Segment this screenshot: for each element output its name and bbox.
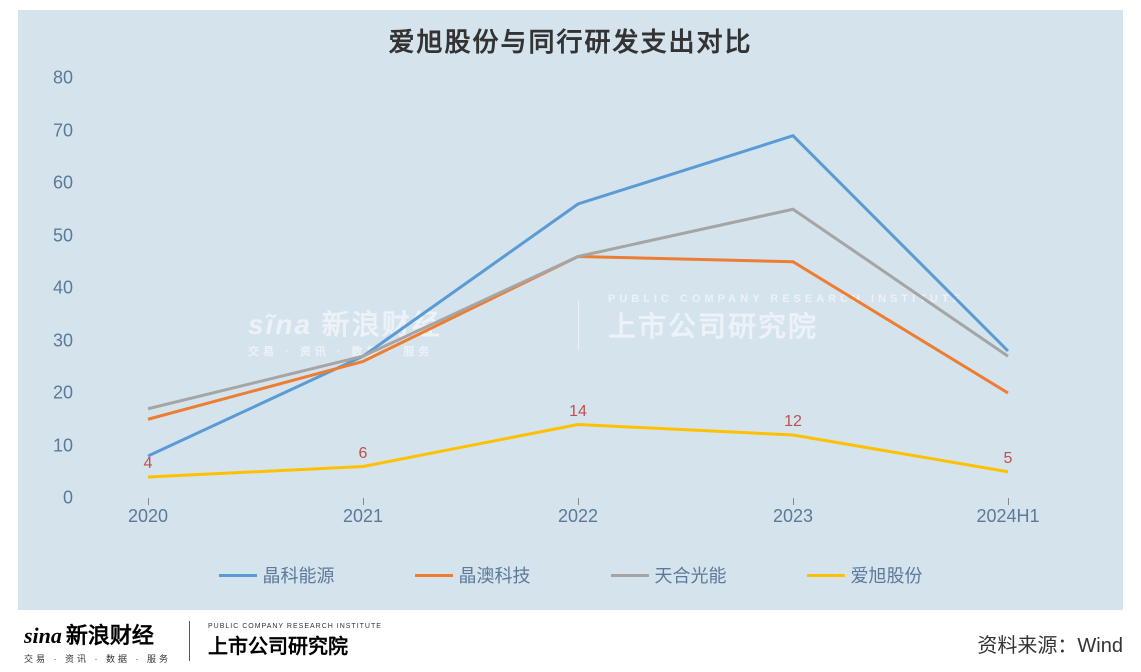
data-label: 4 <box>144 455 153 473</box>
data-source: 资料来源：Wind <box>977 629 1123 658</box>
y-tick-label: 10 <box>53 435 73 456</box>
legend-swatch <box>415 574 453 577</box>
legend-label: 爱旭股份 <box>851 562 923 588</box>
x-tick-label: 2022 <box>558 506 598 527</box>
x-tick <box>148 498 149 505</box>
y-tick-label: 20 <box>53 383 73 404</box>
legend-label: 晶澳科技 <box>459 562 531 588</box>
legend-item: 晶澳科技 <box>415 562 531 588</box>
y-tick-label: 0 <box>63 488 73 509</box>
data-label: 5 <box>1004 450 1013 468</box>
data-label: 6 <box>359 445 368 463</box>
chart-container: 爱旭股份与同行研发支出对比 sĩna 新浪财经 交易 · 资讯 · 数据 · 服… <box>0 0 1141 672</box>
y-tick-label: 40 <box>53 278 73 299</box>
y-tick-label: 50 <box>53 225 73 246</box>
legend-swatch <box>611 574 649 577</box>
footer-divider <box>189 621 190 661</box>
series-line <box>148 425 1008 478</box>
y-tick-label: 60 <box>53 173 73 194</box>
legend-item: 爱旭股份 <box>807 562 923 588</box>
legend-label: 天合光能 <box>655 562 727 588</box>
y-tick-label: 70 <box>53 120 73 141</box>
legend: 晶科能源 晶澳科技 天合光能 爱旭股份 <box>18 562 1123 588</box>
x-tick <box>1008 498 1009 505</box>
legend-item: 天合光能 <box>611 562 727 588</box>
x-tick <box>578 498 579 505</box>
x-tick-label: 2024H1 <box>976 506 1039 527</box>
chart-title: 爱旭股份与同行研发支出对比 <box>18 22 1123 59</box>
legend-swatch <box>807 574 845 577</box>
data-label: 12 <box>784 413 802 431</box>
y-tick-label: 80 <box>53 68 73 89</box>
sina-logo: sina新浪财经 交易 · 资讯 · 数据 · 服务 <box>24 618 171 665</box>
y-tick-label: 30 <box>53 330 73 351</box>
x-tick-label: 2020 <box>128 506 168 527</box>
x-tick <box>793 498 794 505</box>
plot-area: sĩna 新浪财经 交易 · 资讯 · 数据 · 服务 PUBLIC COMPA… <box>78 78 1078 498</box>
legend-swatch <box>219 574 257 577</box>
series-line <box>148 209 1008 409</box>
chart-lines-svg <box>78 78 1078 498</box>
footer: sina新浪财经 交易 · 资讯 · 数据 · 服务 PUBLIC COMPAN… <box>0 610 1141 672</box>
institute-logo: PUBLIC COMPANY RESEARCH INSTITUTE 上市公司研究… <box>208 623 382 659</box>
legend-item: 晶科能源 <box>219 562 335 588</box>
footer-logos: sina新浪财经 交易 · 资讯 · 数据 · 服务 PUBLIC COMPAN… <box>0 610 382 672</box>
x-tick <box>363 498 364 505</box>
legend-label: 晶科能源 <box>263 562 335 588</box>
chart-background: 爱旭股份与同行研发支出对比 sĩna 新浪财经 交易 · 资讯 · 数据 · 服… <box>18 10 1123 610</box>
data-label: 14 <box>569 403 587 421</box>
x-tick-label: 2023 <box>773 506 813 527</box>
x-tick-label: 2021 <box>343 506 383 527</box>
